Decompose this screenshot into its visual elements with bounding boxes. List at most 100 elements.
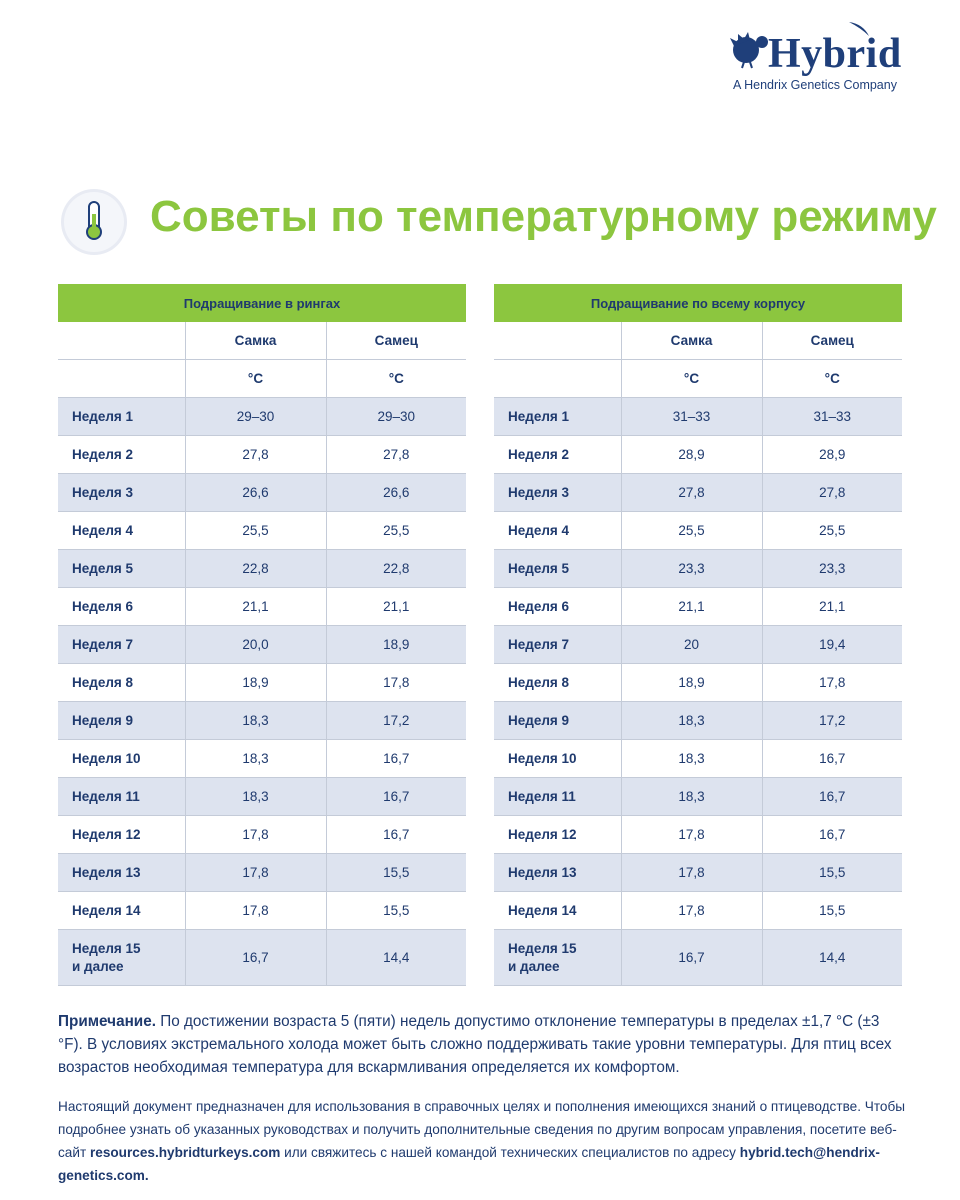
logo-tagline: A Hendrix Genetics Company <box>733 78 897 92</box>
cell: 29–30 <box>325 397 467 436</box>
row-label: Неделя 3 <box>494 473 621 512</box>
column-row: Самка Самец <box>494 322 903 360</box>
header-cell: Подращивание по всему корпусу <box>494 284 903 322</box>
row-label: Неделя 4 <box>58 511 185 550</box>
cell: 26,6 <box>184 473 326 512</box>
cell: 28,9 <box>620 435 762 474</box>
footer-link[interactable]: resources.hybridturkeys.com <box>89 1145 281 1160</box>
cell: 17,8 <box>184 853 326 892</box>
cell: 25,5 <box>761 511 903 550</box>
data-row: Неделя 1 29–30 29–30 <box>58 397 467 436</box>
footer-email[interactable]: hybrid.tech@hendrix-genetics.com. <box>58 1145 880 1183</box>
cell: 16,7 <box>325 739 467 778</box>
row-label: Неделя 9 <box>58 701 185 740</box>
row-label: Неделя 9 <box>494 701 621 740</box>
row-label: Неделя 15 и далее <box>494 929 621 986</box>
column-header: Самка <box>184 322 326 360</box>
cell: 22,8 <box>325 549 467 588</box>
cell: 25,5 <box>325 511 467 550</box>
data-row: Неделя 2 27,8 27,8 <box>58 435 467 474</box>
cell: 27,8 <box>325 435 467 474</box>
row-label: Неделя 7 <box>494 625 621 664</box>
row-label: Неделя 13 <box>494 853 621 892</box>
data-row: Неделя 7 20 19,4 <box>494 625 903 664</box>
cell: 21,1 <box>184 587 326 626</box>
row-label: Неделя 10 <box>58 739 185 778</box>
empty-cell <box>58 322 185 360</box>
cell: 16,7 <box>325 815 467 854</box>
data-row: Неделя 4 25,5 25,5 <box>494 511 903 550</box>
title: Советы по температурному режиму <box>150 192 937 241</box>
cell: 31–33 <box>620 397 762 436</box>
footer: Настоящий документ предназначен для испо… <box>58 1095 908 1187</box>
empty-cell <box>494 322 621 360</box>
footer-text: Настоящий документ предназначен для испо… <box>58 1099 906 1160</box>
row-label: Неделя 15 и далее <box>58 929 185 986</box>
data-row: Неделя 14 17,8 15,5 <box>58 891 467 930</box>
empty-cell <box>494 359 621 398</box>
cell: 17,8 <box>620 853 762 892</box>
row-label: Неделя 3 <box>58 473 185 512</box>
thermometer-icon <box>61 189 127 255</box>
data-row: Неделя 1 31–33 31–33 <box>494 397 903 436</box>
row-label: Неделя 11 <box>494 777 621 816</box>
cell: 17,8 <box>761 663 903 702</box>
cell: 17,8 <box>620 815 762 854</box>
table: Подращивание в рингах Самка Самец °C °C Недел… <box>58 284 467 986</box>
column-header: Самка <box>620 322 762 360</box>
table: Подращивание по всему корпусу Самка Самец °… <box>494 284 903 986</box>
footer-text: или свяжитесь с нашей командой техническ… <box>284 1145 736 1160</box>
row-label: Неделя 5 <box>494 549 621 588</box>
cell: 16,7 <box>761 739 903 778</box>
cell: 21,1 <box>325 587 467 626</box>
cell: 14,4 <box>761 929 903 986</box>
cell: 16,7 <box>184 929 326 986</box>
cell: 25,5 <box>184 511 326 550</box>
cell: 18,3 <box>620 701 762 740</box>
cell: 18,3 <box>184 701 326 740</box>
data-row: Неделя 14 17,8 15,5 <box>494 891 903 930</box>
row-label: Неделя 14 <box>58 891 185 930</box>
unit-row: °C °C <box>58 359 467 398</box>
cell: 19,4 <box>761 625 903 664</box>
row-label: Неделя 5 <box>58 549 185 588</box>
cell: 17,8 <box>184 815 326 854</box>
cell: 14,4 <box>325 929 467 986</box>
data-row: Неделя 5 23,3 23,3 <box>494 549 903 588</box>
cell: 27,8 <box>184 435 326 474</box>
row-label: Неделя 2 <box>58 435 185 474</box>
cell: 18,9 <box>184 663 326 702</box>
cell: 18,3 <box>620 739 762 778</box>
data-row: Неделя 15 и далее 16,7 14,4 <box>58 929 467 986</box>
note: Примечание. По достижении возраста 5 (пя… <box>58 1010 906 1079</box>
unit-row: °C °C <box>494 359 903 398</box>
cell: 28,9 <box>761 435 903 474</box>
row-label: Неделя 12 <box>494 815 621 854</box>
cell: 15,5 <box>761 891 903 930</box>
column-header: Самец <box>325 322 467 360</box>
cell: 15,5 <box>325 853 467 892</box>
data-row: Неделя 12 17,8 16,7 <box>58 815 467 854</box>
row-label: Неделя 1 <box>58 397 185 436</box>
cell: 18,9 <box>620 663 762 702</box>
data-row: Неделя 11 18,3 16,7 <box>494 777 903 816</box>
cell: 21,1 <box>761 587 903 626</box>
unit-cell: °C <box>761 359 903 398</box>
unit-cell: °C <box>184 359 326 398</box>
logo-name: Hybrid <box>768 31 902 77</box>
data-row: Неделя 3 27,8 27,8 <box>494 473 903 512</box>
data-row: Неделя 3 26,6 26,6 <box>58 473 467 512</box>
header-row: Подращивание в рингах <box>58 284 467 322</box>
cell: 15,5 <box>325 891 467 930</box>
cell: 17,8 <box>184 891 326 930</box>
cell: 16,7 <box>325 777 467 816</box>
row-label: Неделя 8 <box>58 663 185 702</box>
header-row: Подращивание по всему корпусу <box>494 284 903 322</box>
row-label: Неделя 6 <box>58 587 185 626</box>
data-row: Неделя 5 22,8 22,8 <box>58 549 467 588</box>
note-label: Примечание. <box>58 1013 156 1030</box>
column-row: Самка Самец <box>58 322 467 360</box>
row-label: Неделя 10 <box>494 739 621 778</box>
data-row: Неделя 10 18,3 16,7 <box>58 739 467 778</box>
